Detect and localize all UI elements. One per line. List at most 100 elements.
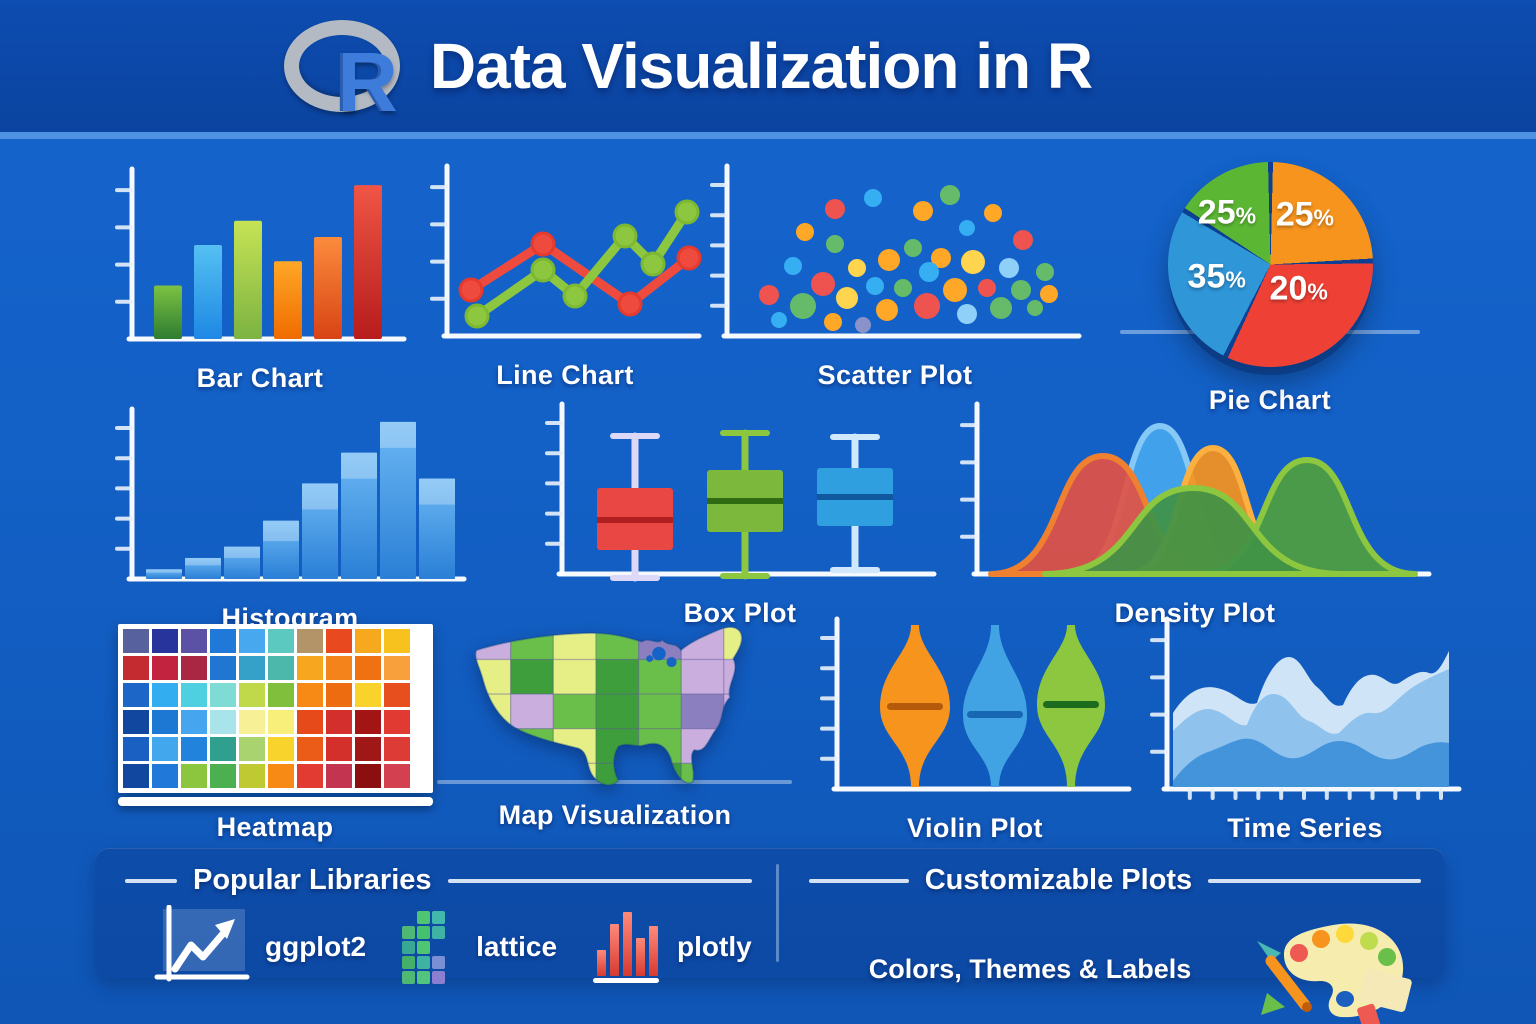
pie-slice-label: 35% [1187,257,1246,296]
header: R Data Visualization in R [0,0,1536,139]
heatmap-base [117,797,433,806]
heatmap-cell [354,629,381,653]
line-chart-graphic [425,162,705,354]
heatmap-cell [151,764,178,788]
heatmap-cell [180,629,207,653]
pie-slice-label: 20% [1269,269,1328,308]
heatmap-cell [238,737,265,761]
heatmap-cell [325,629,352,653]
heatmap-cell [122,710,149,734]
r-logo-icon: R [283,18,404,124]
us-map-graphic [435,608,795,798]
heatmap-cell [238,629,265,653]
heatmap-cell [209,656,236,680]
heatmap-graphic [117,624,433,806]
library-name: plotly [677,931,752,962]
heatmap-cell [296,683,323,707]
heatmap-cell [267,710,294,734]
heatmap-cell [296,737,323,761]
r-logo-letter: R [337,35,398,129]
heading-rule [125,878,177,883]
customizable-subtext: Colors, Themes & Labels [868,953,1192,984]
heatmap-cell [180,764,207,788]
heatmap-cell [383,764,410,788]
paint-palette-icon [1241,909,1421,1024]
box-plot-panel: Box Plot [540,400,940,629]
heatmap-cell [151,629,178,653]
scatter-plot-panel: Scatter Plot [705,162,1085,391]
heatmap-cell [151,656,178,680]
heatmap-cell [122,764,149,788]
customizable-plots-heading-row: Customizable Plots [808,864,1421,897]
time-series-panel: Time Series [1145,615,1465,844]
heatmap-cell [267,683,294,707]
density-plot-graphic [955,400,1435,592]
heatmap-cell [122,656,149,680]
heatmap-cell [238,710,265,734]
heading-rule [1208,878,1421,883]
footer-panel: Popular Libraries ggplot2 lattice plotly [95,848,1445,1024]
ggplot2-icon [153,905,253,989]
heading-rule [808,878,909,883]
heatmap-cell [151,710,178,734]
library-item-lattice: lattice [400,907,557,987]
heatmap-cell [180,683,207,707]
violin-plot-label: Violin Plot [907,813,1043,843]
pie-slice-label: 25% [1197,193,1257,232]
violin-plot-graphic [815,615,1135,807]
heatmap-cell [383,629,410,653]
heatmap-cell [267,737,294,761]
bar-chart-panel: Bar Chart [110,165,410,394]
heatmap-cell [238,683,265,707]
heatmap-panel: Heatmap [115,624,435,843]
heading-rule [447,878,752,883]
library-name: lattice [476,931,558,962]
heatmap-cell [267,629,294,653]
heatmap-cell [180,656,207,680]
bar-chart-graphic [110,165,410,357]
heatmap-cell [180,710,207,734]
heatmap-cell [209,710,236,734]
heatmap-cell [296,764,323,788]
histogram-graphic [110,405,470,597]
box-plot-graphic [540,400,940,592]
heatmap-cell [122,683,149,707]
heatmap-cell [267,764,294,788]
customizable-plots-heading: Customizable Plots [924,864,1193,896]
heatmap-cell [354,764,381,788]
histogram-panel: Histogram [110,405,470,634]
heatmap-cell [325,683,352,707]
heatmap-label: Heatmap [216,812,334,842]
time-series-graphic [1145,615,1465,807]
heatmap-cell [383,737,410,761]
plotly-icon [591,906,665,988]
heatmap-cell [383,656,410,680]
heatmap-cell [325,737,352,761]
footer-divider [775,864,779,962]
pie-chart-graphic: 25% 20% 35% 25% [1167,162,1373,367]
library-name: ggplot2 [265,931,367,962]
map-visualization-panel: Map Visualization [435,608,795,831]
heatmap-cell [383,683,410,707]
popular-libraries-heading-row: Popular Libraries [125,864,752,897]
scatter-plot-label: Scatter Plot [817,360,973,390]
pie-chart-label: Pie Chart [1208,385,1332,415]
library-items: ggplot2 lattice plotly [153,905,752,989]
popular-libraries-section: Popular Libraries ggplot2 lattice plotly [95,848,776,984]
customizable-content-row: Colors, Themes & Labels [809,909,1421,1024]
heatmap-cell [209,683,236,707]
header-inner: R Data Visualization in R [283,18,1093,124]
pie-chart-panel: 25% 20% 35% 25% Pie Chart [1150,162,1390,416]
box-plot-label: Box Plot [683,598,797,628]
heatmap-cell [296,656,323,680]
time-series-label: Time Series [1227,813,1383,843]
map-visualization-label: Map Visualization [498,800,732,830]
pie-slice-label: 25% [1275,195,1334,234]
heatmap-cell [354,656,381,680]
customizable-plots-section: Customizable Plots Colors, Themes & Labe… [779,848,1445,1024]
heatmap-cell [122,629,149,653]
heatmap-cell [296,710,323,734]
heatmap-cell [122,737,149,761]
heatmap-cell [151,683,178,707]
